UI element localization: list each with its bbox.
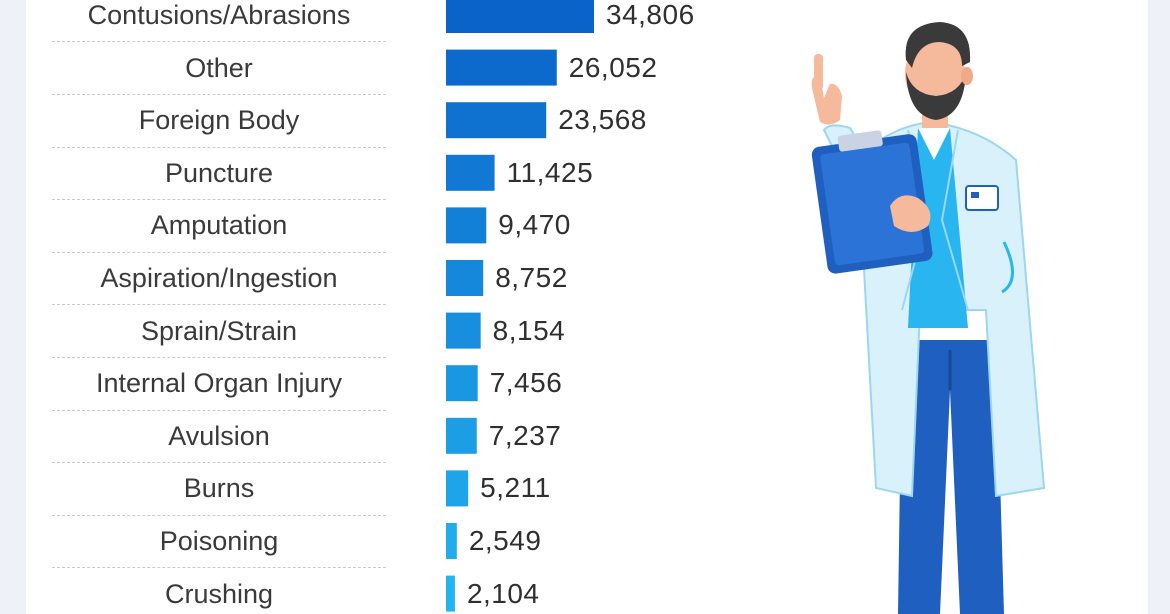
row-divider [52,409,386,411]
bar-11 [446,575,455,612]
bar-7 [446,365,478,402]
row-divider [52,41,386,43]
row-divider [52,462,386,464]
bar-6 [446,312,481,349]
value-label: 34,806 [606,0,695,30]
value-label: 8,752 [495,262,568,293]
bar-3 [446,154,495,191]
category-label: Contusions/Abrasions [87,0,351,30]
category-label: Sprain/Strain [140,315,298,346]
category-label: Crushing [164,578,274,609]
bar-10 [446,523,457,559]
row-divider [52,356,386,358]
row-divider [52,251,386,253]
category-label: Foreign Body [138,105,300,136]
category-label: Aspiration/Ingestion [100,263,338,293]
row-divider [52,304,386,306]
value-label: 23,568 [558,104,647,136]
row-divider [52,93,386,95]
doctor-illustration-icon [811,22,1046,614]
bar-9 [446,470,469,507]
value-label: 2,104 [466,577,540,609]
row-divider [52,514,386,516]
row-divider [52,199,386,201]
bar-1 [446,49,557,86]
value-label: 9,470 [498,209,571,241]
row-divider [52,146,386,148]
category-label: Puncture [164,157,274,188]
bar-4 [446,207,487,244]
bar-0 [446,0,594,33]
category-label: Internal Organ Injury [95,368,343,399]
value-label: 7,456 [489,367,563,399]
bar-5 [446,260,484,296]
value-label: 8,154 [492,314,566,346]
category-label: Poisoning [159,526,279,556]
category-label: Amputation [150,210,288,241]
value-label: 2,549 [468,525,542,556]
bar-2 [446,102,547,139]
value-label: 11,425 [506,156,594,188]
category-label: Burns [183,473,255,504]
category-label: Other [185,52,253,83]
bar-8 [446,417,477,454]
value-label: 26,052 [568,51,658,83]
category-label: Avulsion [168,420,270,451]
row-divider [52,567,386,569]
value-label: 5,211 [480,472,551,504]
value-label: 7,237 [488,419,562,451]
